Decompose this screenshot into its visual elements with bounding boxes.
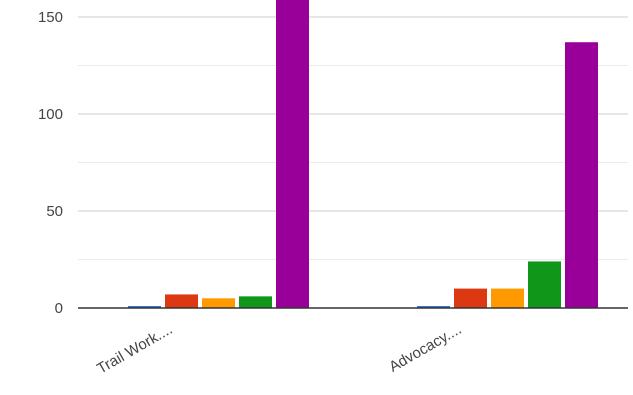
- bar: [202, 298, 235, 308]
- labels: 0 50 100 150 Trail Work.... Advocacy....: [38, 9, 465, 378]
- bar: [565, 42, 598, 308]
- category-label: Advocacy....: [386, 321, 464, 376]
- bars: [128, 0, 598, 308]
- y-tick-label: 100: [38, 106, 63, 123]
- bar: [528, 261, 561, 308]
- bar: [454, 288, 487, 308]
- bar: [165, 294, 198, 308]
- bar: [239, 296, 272, 308]
- bar: [417, 306, 450, 308]
- bar: [276, 0, 309, 308]
- bar: [491, 288, 524, 308]
- category-label: Trail Work....: [94, 321, 175, 378]
- gridlines: [78, 16, 628, 260]
- y-tick-label: 150: [38, 9, 63, 26]
- bar: [128, 306, 161, 308]
- y-tick-label: 0: [55, 300, 63, 317]
- y-tick-label: 50: [46, 203, 63, 220]
